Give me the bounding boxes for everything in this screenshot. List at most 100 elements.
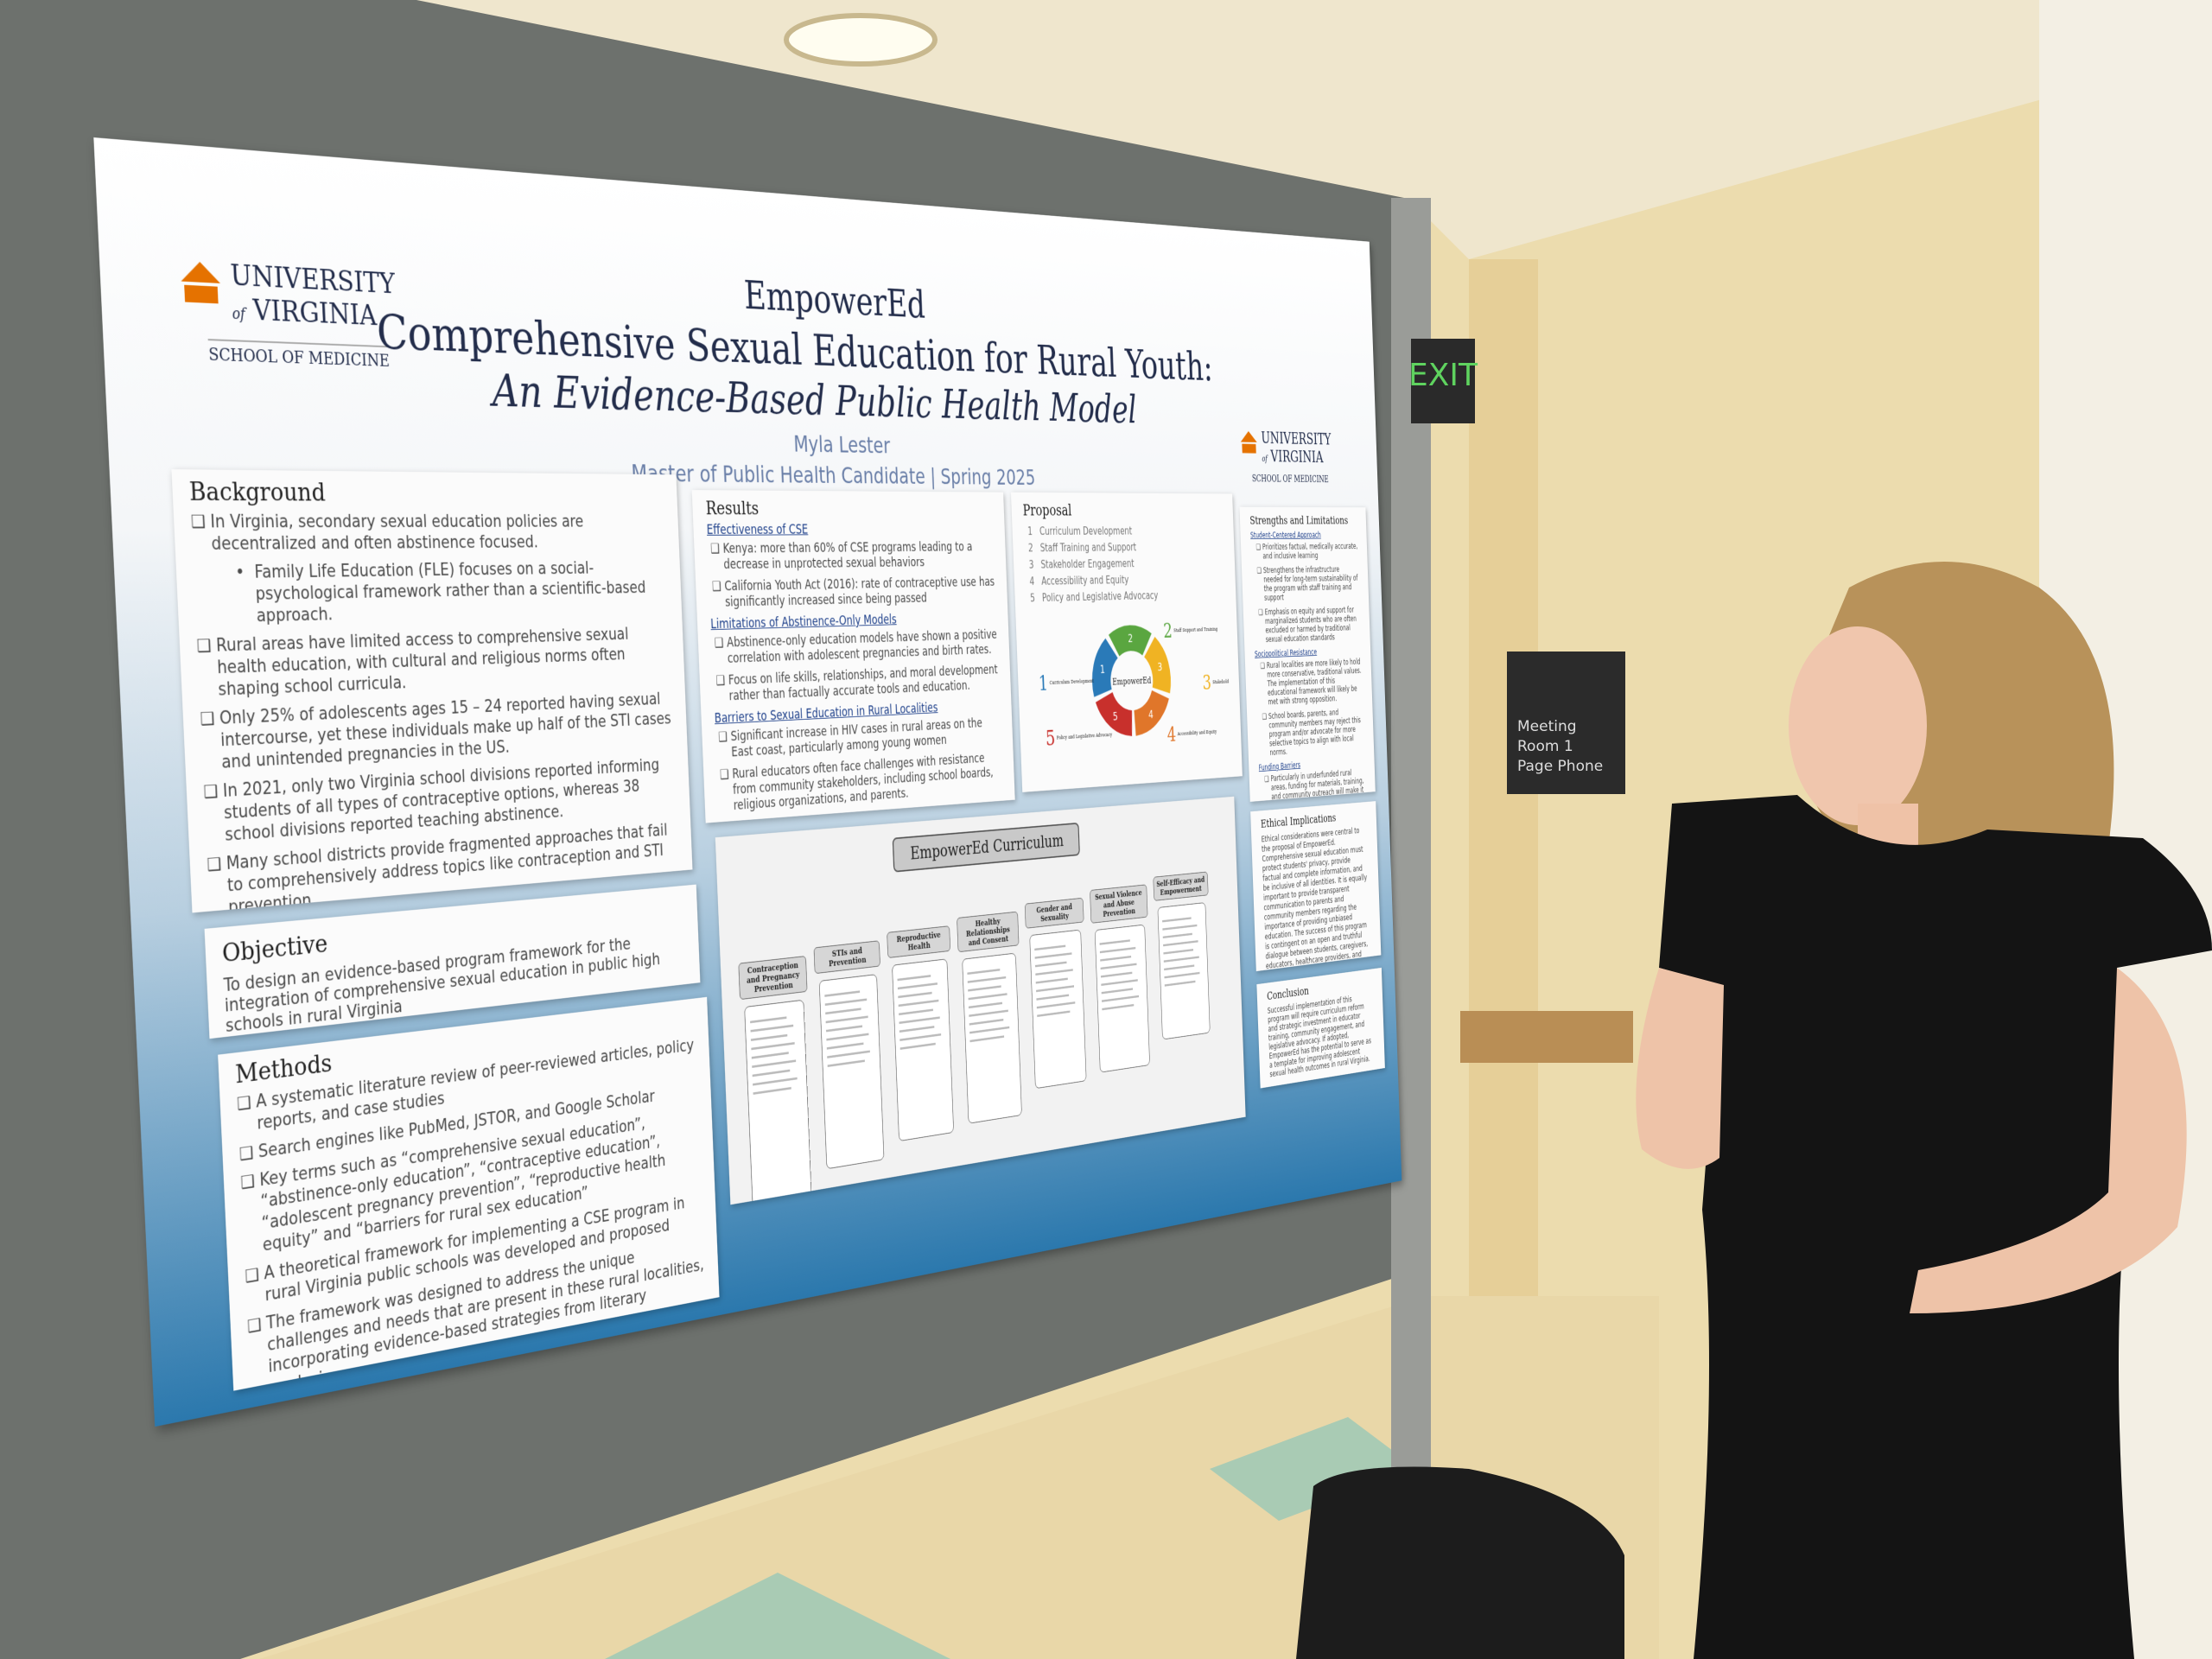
text-placeholder bbox=[897, 982, 938, 990]
wheel-big-number: 5 bbox=[1046, 726, 1056, 751]
text-placeholder bbox=[1035, 977, 1068, 984]
strengths-section: Strengths and Limitations Student-Centere… bbox=[1239, 506, 1376, 802]
curriculum-column: Sexual Violence and Abuse Prevention bbox=[1090, 884, 1153, 1073]
bullet-list: Particularly in underfunded rural areas,… bbox=[1259, 767, 1367, 802]
text-placeholder bbox=[825, 998, 867, 1006]
bullet: California Youth Act (2016): rate of con… bbox=[724, 575, 996, 611]
bullet-list: Rural localities are more likely to hold… bbox=[1255, 657, 1364, 758]
wheel-big-number: 1 bbox=[1038, 671, 1048, 696]
wheel-number: 3 bbox=[1157, 660, 1162, 673]
conclusion-section: Conclusion Successful implementation of t… bbox=[1256, 967, 1385, 1089]
text-placeholder bbox=[1164, 980, 1196, 987]
poster: UNIVERSITY of VIRGINIA SCHOOL OF MEDICIN… bbox=[93, 137, 1402, 1427]
column-body bbox=[744, 999, 812, 1205]
text-placeholder bbox=[1100, 963, 1137, 970]
bullet: Rural areas have limited access to compr… bbox=[216, 623, 671, 701]
proposal-number: 2 bbox=[1027, 542, 1033, 555]
background-section: BackgroundIn Virginia, secondary sexual … bbox=[171, 469, 693, 913]
proposal-item: 5 Policy and Legislative Advocacy bbox=[1030, 588, 1226, 605]
wheel-label: Accessibility and Equity bbox=[1177, 729, 1217, 737]
proposal-item: 2 Staff Training and Support bbox=[1027, 541, 1224, 555]
text-placeholder bbox=[1099, 946, 1136, 954]
text-placeholder bbox=[1163, 949, 1194, 955]
bullet: Emphasis on equity and support for margi… bbox=[1265, 605, 1362, 644]
exit-text: EXIT bbox=[1408, 358, 1478, 393]
bullet: Rural educators often face challenges wi… bbox=[732, 750, 1003, 814]
text-placeholder bbox=[1102, 995, 1140, 1002]
group-title: Student-Centered Approach bbox=[1249, 530, 1321, 540]
text-placeholder bbox=[825, 1015, 868, 1024]
text-placeholder bbox=[1101, 971, 1133, 978]
column-body bbox=[892, 958, 955, 1142]
text-placeholder bbox=[898, 999, 939, 1007]
proposal-label: Staff Training and Support bbox=[1039, 541, 1137, 555]
section-heading: Results bbox=[705, 497, 760, 519]
proposal-item: 1 Curriculum Development bbox=[1027, 524, 1224, 537]
text-placeholder bbox=[897, 975, 931, 982]
curriculum-column: Contraception and Pregnancy Prevention bbox=[738, 956, 816, 1205]
room-sign-text: Meeting Room 1 Page Phone bbox=[1517, 717, 1603, 777]
text-placeholder bbox=[968, 993, 1007, 1001]
text-placeholder bbox=[899, 1008, 934, 1016]
section-heading: Proposal bbox=[1022, 502, 1072, 520]
backpack bbox=[1296, 1466, 1624, 1659]
text-placeholder bbox=[898, 991, 932, 999]
conclusion-text: Successful implementation of this progra… bbox=[1267, 995, 1372, 1079]
ceiling-light bbox=[784, 13, 938, 67]
text-placeholder bbox=[969, 1035, 1005, 1043]
wheel-label: Stakeholder Engagement bbox=[1212, 677, 1231, 685]
group-title: Sociopolitical Resistance bbox=[1254, 647, 1318, 659]
bullet: Particularly in underfunded rural areas,… bbox=[1270, 767, 1366, 802]
text-placeholder bbox=[1101, 979, 1138, 986]
proposal-number: 3 bbox=[1028, 558, 1034, 571]
proposal-item: 3 Stakeholder Engagement bbox=[1029, 556, 1225, 571]
proposal-number: 1 bbox=[1027, 524, 1033, 538]
text-placeholder bbox=[899, 1026, 935, 1033]
handrail bbox=[1460, 1011, 1633, 1063]
bullet: In Virginia, secondary sexual education … bbox=[210, 511, 666, 555]
text-placeholder bbox=[750, 1033, 788, 1041]
curriculum-column: Healthy Relationships and Consent bbox=[957, 911, 1025, 1125]
column-heading: Self-Efficacy and Empowerment bbox=[1153, 871, 1209, 901]
text-placeholder bbox=[967, 976, 1007, 983]
curriculum-column: STIs and Prevention bbox=[813, 940, 888, 1170]
dress bbox=[1659, 795, 2212, 1659]
proposal-label: Policy and Legislative Advocacy bbox=[1041, 589, 1159, 605]
wheel-number: 1 bbox=[1100, 663, 1105, 676]
proposal-number: 4 bbox=[1029, 575, 1035, 588]
text-placeholder bbox=[1036, 1001, 1076, 1009]
bullet: Rural localities are more likely to hold… bbox=[1267, 657, 1363, 706]
results-section: Results Effectiveness of CSE Kenya: more t… bbox=[691, 490, 1015, 823]
text-placeholder bbox=[1102, 1003, 1135, 1011]
column-heading: Reproductive Health bbox=[887, 925, 951, 958]
column-body bbox=[819, 974, 885, 1170]
text-placeholder bbox=[1100, 956, 1131, 962]
column-body bbox=[1157, 902, 1211, 1040]
bullet-list: In Virginia, secondary sexual education … bbox=[190, 511, 679, 913]
face bbox=[1789, 626, 1927, 825]
wheel-big-number: 4 bbox=[1166, 722, 1176, 747]
text-placeholder bbox=[750, 1024, 794, 1033]
text-placeholder bbox=[1035, 969, 1073, 976]
wheel-label: Staff Support and Training bbox=[1173, 626, 1217, 633]
proposal-item: 4 Accessibility and Equity bbox=[1029, 572, 1225, 588]
bullet: Abstinence-only education models have sh… bbox=[727, 627, 998, 667]
bullet-list: Kenya: more than 60% of CSE programs lea… bbox=[707, 540, 996, 611]
curriculum-column: Gender and Sexuality bbox=[1024, 897, 1090, 1090]
wheel-big-number: 3 bbox=[1202, 671, 1211, 695]
group-title: Effectiveness of CSE bbox=[706, 522, 809, 538]
floor-tile bbox=[605, 1573, 950, 1659]
text-placeholder bbox=[751, 1052, 790, 1059]
text-placeholder bbox=[1163, 956, 1199, 963]
text-placeholder bbox=[1034, 961, 1067, 968]
text-placeholder bbox=[824, 990, 861, 997]
text-placeholder bbox=[1036, 994, 1070, 1001]
column-body bbox=[1029, 929, 1087, 1090]
bullet: Kenya: more than 60% of CSE programs lea… bbox=[722, 540, 995, 573]
text-placeholder bbox=[826, 1033, 869, 1041]
board-pole bbox=[1391, 198, 1431, 1659]
proposal-section: Proposal 1 Curriculum Development 2 Staff Tr… bbox=[1010, 492, 1243, 792]
bullet-list: Prioritizes factual, medically accurate,… bbox=[1250, 542, 1361, 645]
text-placeholder bbox=[750, 1016, 787, 1024]
text-placeholder bbox=[969, 1001, 1002, 1009]
